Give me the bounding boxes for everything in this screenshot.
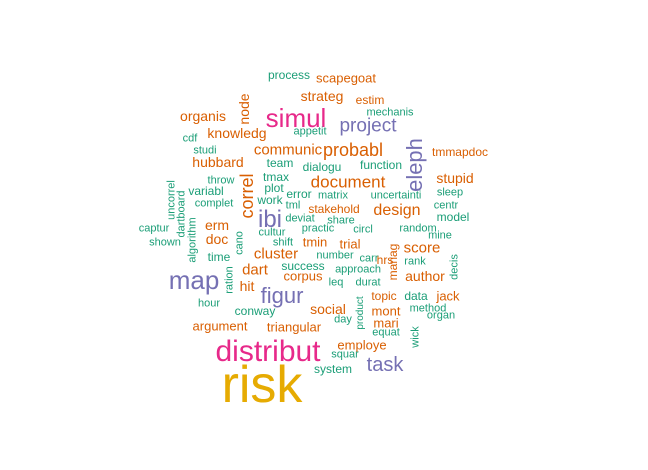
cloud-word: approach (335, 263, 381, 276)
cloud-word: estim (355, 93, 385, 107)
cloud-word: stupid (436, 170, 474, 186)
cloud-word: node (236, 93, 252, 125)
cloud-word: eleph (402, 138, 427, 192)
cloud-word: error (286, 187, 312, 201)
cloud-word: ration (223, 266, 236, 294)
cloud-word: appetit (293, 125, 327, 138)
cloud-word: author (405, 268, 445, 284)
cloud-word: probabl (322, 140, 384, 160)
cloud-word: mont (371, 303, 401, 319)
cloud-word: deviat (285, 212, 315, 225)
cloud-word: map (168, 265, 220, 295)
cloud-word: communic (253, 141, 323, 159)
cloud-word: document (310, 172, 386, 192)
cloud-word: rank (404, 255, 426, 268)
cloud-word: corpus (283, 268, 323, 284)
cloud-word: sleep (436, 186, 464, 199)
cloud-word: product (355, 296, 366, 330)
cloud-word: model (436, 210, 470, 224)
cloud-word: score (403, 239, 441, 257)
cloud-word: centr (433, 199, 459, 212)
cloud-word: day (334, 313, 352, 326)
cloud-word: captur (138, 222, 170, 235)
cloud-word: complet (194, 197, 234, 210)
cloud-word: figur (260, 283, 304, 308)
cloud-word: studi (193, 144, 217, 157)
cloud-word: distribut (215, 335, 321, 368)
cloud-word: shift (272, 236, 294, 249)
cloud-word: time (207, 250, 231, 264)
cloud-word: cluster (253, 245, 299, 263)
cloud-word: trial (339, 236, 361, 252)
cloud-word: throw (207, 174, 235, 187)
cloud-word: simul (265, 103, 327, 133)
cloud-word: squar (331, 348, 359, 361)
cloud-word: system (313, 362, 353, 376)
cloud-word: share (327, 214, 355, 227)
cloud-word: employe (337, 337, 387, 353)
cloud-word: design (373, 202, 421, 219)
cloud-word: variabl (188, 184, 224, 198)
cloud-word: durat (355, 276, 381, 289)
cloud-word: hubbard (192, 154, 244, 170)
cloud-word: strateg (300, 88, 344, 104)
cloud-word: correl (237, 173, 257, 219)
cloud-word: function (359, 158, 403, 172)
cloud-word: carr (359, 252, 379, 265)
cloud-word: conway (234, 304, 276, 318)
cloud-word: shown (149, 236, 181, 249)
cloud-word: success (281, 259, 325, 273)
cloud-word: circl (353, 223, 373, 236)
cloud-word: number (316, 249, 354, 262)
cloud-word: team (266, 156, 294, 170)
cloud-word: mechanis (366, 106, 414, 119)
cloud-word: mine (428, 229, 452, 242)
cloud-word: mari (373, 315, 399, 331)
cloud-word: argument (192, 318, 248, 334)
cloud-word: ibi (257, 206, 283, 233)
cloud-word: organis (180, 108, 226, 124)
cloud-word: algorithm (186, 217, 199, 263)
cloud-word: dart (242, 261, 268, 279)
cloud-word: decis (448, 254, 461, 280)
cloud-word: risk (221, 356, 303, 414)
cloud-word: random (399, 222, 437, 235)
cloud-word: stakehold (308, 202, 360, 216)
cloud-word: tmmapdoc (431, 145, 489, 159)
cloud-word: dialogu (302, 160, 342, 174)
cloud-word: manag (386, 243, 400, 281)
cloud-word: triangular (266, 319, 322, 335)
cloud-word: project (339, 115, 397, 137)
cloud-word: knowledg (207, 125, 267, 141)
cloud-word: organ (426, 309, 456, 322)
cloud-word: equat (372, 326, 400, 339)
cloud-word: doc (205, 231, 229, 247)
cloud-word: task (366, 354, 404, 376)
cloud-word: tmin (302, 234, 328, 250)
cloud-word: method (409, 302, 447, 315)
cloud-word: hrs (376, 253, 394, 267)
cloud-word: data (404, 289, 428, 303)
cloud-word: tmax (262, 170, 290, 184)
cloud-word: matrix (318, 189, 348, 202)
cloud-word: process (267, 68, 311, 82)
cloud-word: erm (204, 217, 230, 233)
cloud-word: work (257, 193, 283, 207)
cloud-word: scapegoat (316, 70, 376, 86)
cloud-word: social (310, 301, 346, 317)
cloud-word: practic (301, 222, 335, 235)
cloud-word: uncertainti (370, 189, 422, 202)
cloud-word: hour (197, 297, 221, 310)
cloud-word: cdf (182, 132, 198, 145)
cloud-word: tml (285, 199, 301, 212)
cloud-word: jack (436, 288, 460, 304)
cloud-word: plot (264, 181, 284, 195)
cloud-word: cano (233, 231, 246, 255)
cloud-word: wick (409, 326, 422, 348)
cloud-word: topic (371, 289, 397, 303)
cloud-word: cultur (258, 226, 286, 239)
cloud-word: hit (239, 278, 255, 294)
cloud-word: leq (328, 276, 344, 289)
